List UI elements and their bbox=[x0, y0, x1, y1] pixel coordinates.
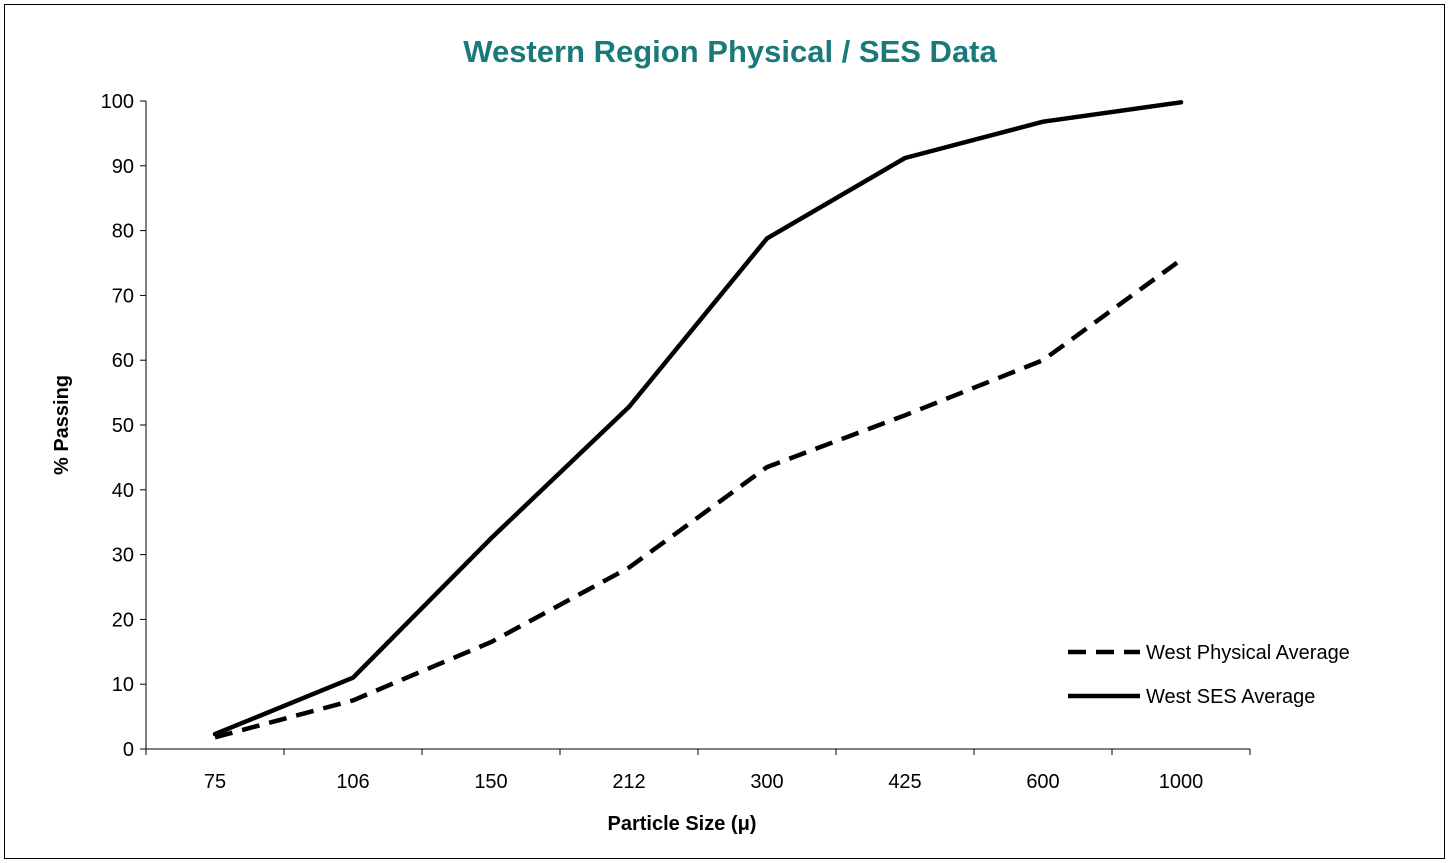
x-tick-label: 212 bbox=[612, 771, 645, 793]
y-tick-label: 80 bbox=[112, 221, 134, 243]
chart-frame bbox=[4, 4, 1445, 859]
y-tick-label: 0 bbox=[123, 739, 134, 761]
x-tick-label: 106 bbox=[336, 771, 369, 793]
axes: 0 10 20 30 40 50 60 70 80 90 100 75 106 150 212 300 425 6… bbox=[101, 91, 1251, 793]
legend-label: West Physical Average bbox=[1146, 642, 1350, 664]
x-tick-label: 150 bbox=[474, 771, 507, 793]
chart-title: Western Region Physical / SES Data bbox=[463, 34, 997, 69]
y-tick-label: 90 bbox=[112, 156, 134, 178]
x-tick-label: 75 bbox=[204, 771, 226, 793]
y-tick-label: 20 bbox=[112, 609, 134, 631]
y-tick-label: 50 bbox=[112, 415, 134, 437]
y-axis-label: % Passing bbox=[51, 375, 73, 475]
y-tick-label: 100 bbox=[101, 91, 134, 113]
x-tick-label: 600 bbox=[1026, 771, 1059, 793]
series-line-west-physical-average bbox=[214, 257, 1183, 740]
x-axis-label: Particle Size (μ) bbox=[608, 813, 757, 835]
y-tick-label: 70 bbox=[112, 285, 134, 307]
x-tick-label: 300 bbox=[750, 771, 783, 793]
series-line-west-ses-average bbox=[212, 100, 1184, 737]
y-tick-label: 30 bbox=[112, 545, 134, 567]
series-lines bbox=[212, 100, 1184, 740]
y-tick-label: 10 bbox=[112, 674, 134, 696]
y-tick-label: 60 bbox=[112, 350, 134, 372]
y-tick-label: 40 bbox=[112, 480, 134, 502]
legend-label: West SES Average bbox=[1146, 686, 1315, 708]
x-tick-label: 425 bbox=[888, 771, 921, 793]
legend: West Physical Average West SES Average bbox=[1068, 642, 1350, 708]
x-tick-label: 1000 bbox=[1159, 771, 1204, 793]
